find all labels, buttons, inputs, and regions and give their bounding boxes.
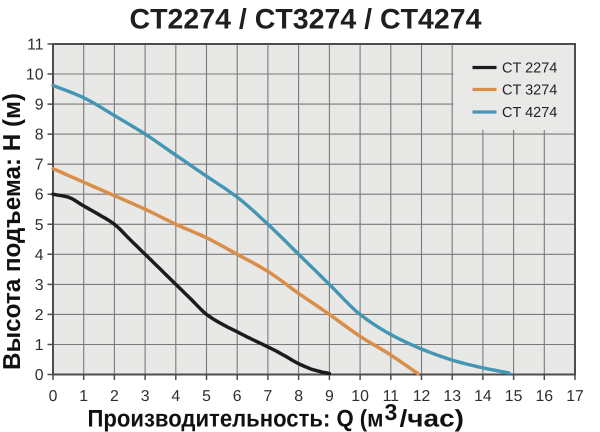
- svg-text:9: 9: [35, 97, 44, 114]
- svg-text:4: 4: [171, 388, 180, 405]
- svg-text:11: 11: [383, 388, 400, 405]
- svg-text:17: 17: [566, 388, 584, 405]
- svg-text:6: 6: [35, 187, 44, 204]
- svg-text:8: 8: [294, 388, 303, 405]
- svg-text:7: 7: [264, 388, 273, 405]
- svg-text:2: 2: [35, 307, 44, 324]
- svg-text:CT 3274: CT 3274: [502, 83, 557, 99]
- svg-text:12: 12: [413, 388, 431, 405]
- svg-text:5: 5: [202, 388, 211, 405]
- svg-text:3: 3: [385, 399, 398, 425]
- svg-text:2: 2: [110, 388, 119, 405]
- svg-text:13: 13: [443, 388, 461, 405]
- svg-text:CT 4274: CT 4274: [502, 105, 557, 121]
- svg-text:CT2274 / CT3274 / CT4274: CT2274 / CT3274 / CT4274: [130, 3, 482, 35]
- svg-text:Производительность: Q (м: Производительность: Q (м: [88, 405, 384, 432]
- svg-text:0: 0: [49, 388, 58, 405]
- svg-text:10: 10: [26, 67, 44, 84]
- svg-text:15: 15: [505, 388, 523, 405]
- svg-text:5: 5: [35, 217, 44, 234]
- svg-text:11: 11: [27, 37, 44, 54]
- svg-text:1: 1: [35, 337, 44, 354]
- svg-text:6: 6: [233, 388, 242, 405]
- svg-text:1: 1: [79, 388, 88, 405]
- svg-text:Высота подъема: Н (м): Высота подъема: Н (м): [0, 93, 26, 370]
- svg-text:3: 3: [35, 277, 44, 294]
- svg-text:9: 9: [325, 388, 334, 405]
- svg-text:CT 2274: CT 2274: [502, 61, 557, 77]
- svg-text:3: 3: [141, 388, 150, 405]
- svg-text:8: 8: [35, 127, 44, 144]
- svg-text:4: 4: [35, 247, 44, 264]
- svg-text:7: 7: [35, 157, 44, 174]
- svg-text:14: 14: [474, 388, 492, 405]
- svg-text:0: 0: [35, 367, 44, 384]
- svg-text:16: 16: [536, 388, 554, 405]
- svg-text:10: 10: [351, 388, 369, 405]
- svg-text:/час): /час): [400, 405, 465, 432]
